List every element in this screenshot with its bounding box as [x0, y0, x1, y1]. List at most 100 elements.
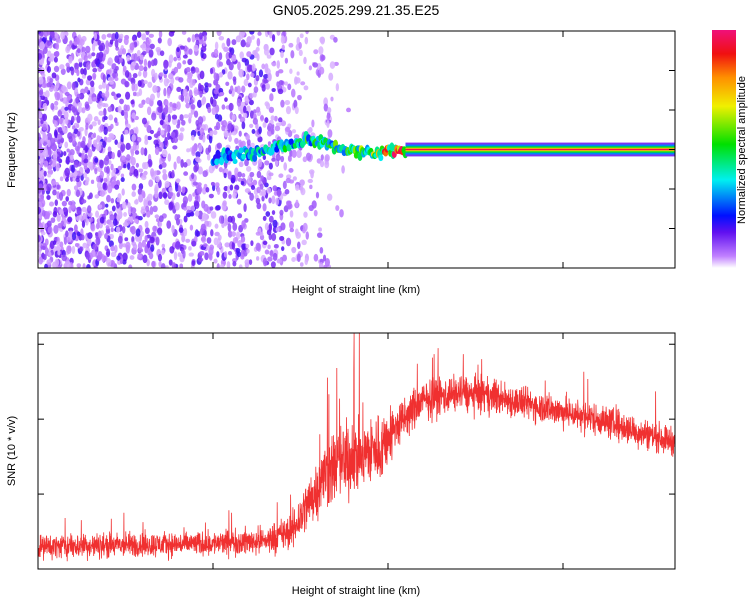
spectral-cell [255, 231, 262, 236]
spectral-cell [174, 202, 180, 211]
spectral-cell [243, 203, 247, 213]
spectral-cell [246, 165, 252, 172]
spectral-cell [121, 188, 125, 196]
spectral-cell [75, 96, 80, 104]
spectral-cell [326, 193, 333, 201]
spectral-cell [40, 138, 44, 145]
spectral-cell [210, 211, 217, 219]
spectral-cell [199, 250, 205, 256]
spectral-cell [96, 181, 102, 190]
spectral-cell [191, 145, 196, 155]
spectral-cell [158, 72, 164, 77]
spectral-cell [80, 68, 85, 75]
spectral-cell [236, 98, 242, 107]
spectral-cell [214, 41, 219, 50]
spectral-cell [119, 255, 124, 265]
spectral-cell [255, 74, 260, 82]
spectral-cell [198, 144, 203, 153]
spectral-cell [90, 179, 95, 185]
spectral-cell [271, 210, 276, 215]
spectral-cell [241, 121, 246, 130]
spectral-cell [322, 254, 327, 262]
spectral-cell [104, 123, 109, 128]
spectral-cell [92, 132, 97, 139]
spectral-cell [167, 131, 171, 141]
spectral-cell [197, 116, 204, 125]
spectral-cell [147, 158, 153, 168]
spectral-cell [161, 162, 167, 168]
spectral-cell [92, 139, 98, 148]
bottom-axes [37, 333, 675, 570]
spectral-cell [103, 136, 108, 142]
spectral-cell [181, 234, 186, 243]
spectral-cell [255, 242, 261, 251]
spectral-cell [209, 206, 214, 211]
spectral-cell [38, 164, 41, 172]
spectral-cell [183, 206, 188, 211]
spectral-cell [126, 154, 131, 162]
spectral-cell [46, 65, 51, 73]
spectral-cell [305, 231, 310, 240]
spectral-cell [213, 72, 218, 81]
spectral-cell [110, 198, 115, 204]
spectral-cell [104, 232, 109, 240]
spectral-cell [159, 119, 164, 126]
spectral-cell [79, 39, 85, 46]
spectral-cell [112, 167, 117, 174]
spectral-cell [54, 33, 59, 39]
spectral-cell [223, 218, 228, 227]
spectral-cell [160, 249, 165, 255]
spectral-cell [280, 35, 285, 44]
spectral-cell [98, 222, 103, 229]
spectral-cell [238, 264, 243, 268]
spectral-cell [236, 198, 242, 205]
spectral-cell [192, 181, 198, 186]
spectral-cell [39, 58, 45, 66]
spectral-cell [85, 122, 89, 130]
spectral-cell [40, 95, 46, 101]
spectral-cell [174, 129, 179, 139]
spectral-cell [105, 229, 111, 235]
spectral-cell [267, 122, 273, 132]
spectral-cell [160, 129, 165, 136]
spectral-cell [85, 217, 89, 226]
spectral-cell [244, 262, 250, 268]
spectral-cell [238, 31, 245, 40]
spectral-cell [87, 148, 93, 158]
spectral-cell [38, 201, 42, 208]
spectral-cell [87, 113, 93, 122]
spectral-cell [77, 101, 82, 108]
spectral-cell [307, 178, 314, 184]
spectral-cell [132, 73, 138, 79]
spectral-cell [168, 259, 173, 266]
spectral-cell [219, 263, 225, 268]
spectral-cell [264, 249, 270, 255]
spectral-cell [137, 188, 143, 196]
spectral-cell [249, 31, 255, 35]
spectral-cell [167, 37, 173, 47]
spectral-cell [223, 251, 228, 258]
spectral-cell [94, 167, 98, 175]
spectral-cell [74, 37, 80, 45]
spectral-cell [38, 90, 43, 96]
spectral-cell [271, 195, 276, 205]
spectral-cell [313, 49, 319, 55]
spectral-cell [300, 184, 304, 194]
spectral-cell [269, 249, 274, 258]
spectral-cell [273, 243, 279, 249]
spectral-cell [119, 98, 124, 105]
spectral-cell [164, 124, 169, 133]
spectral-cell [191, 79, 196, 86]
spectral-cell [83, 67, 87, 76]
spectral-cell [64, 106, 69, 111]
spectral-cell [150, 168, 155, 177]
spectral-cell [180, 119, 186, 126]
spectral-cell [136, 31, 142, 38]
spectral-cell [46, 195, 51, 201]
spectral-cell [258, 69, 264, 78]
spectral-cell [103, 108, 107, 117]
spectral-cell [240, 235, 246, 243]
spectral-cell [106, 248, 111, 258]
spectral-cell [198, 32, 203, 40]
spectral-cell [253, 86, 259, 94]
